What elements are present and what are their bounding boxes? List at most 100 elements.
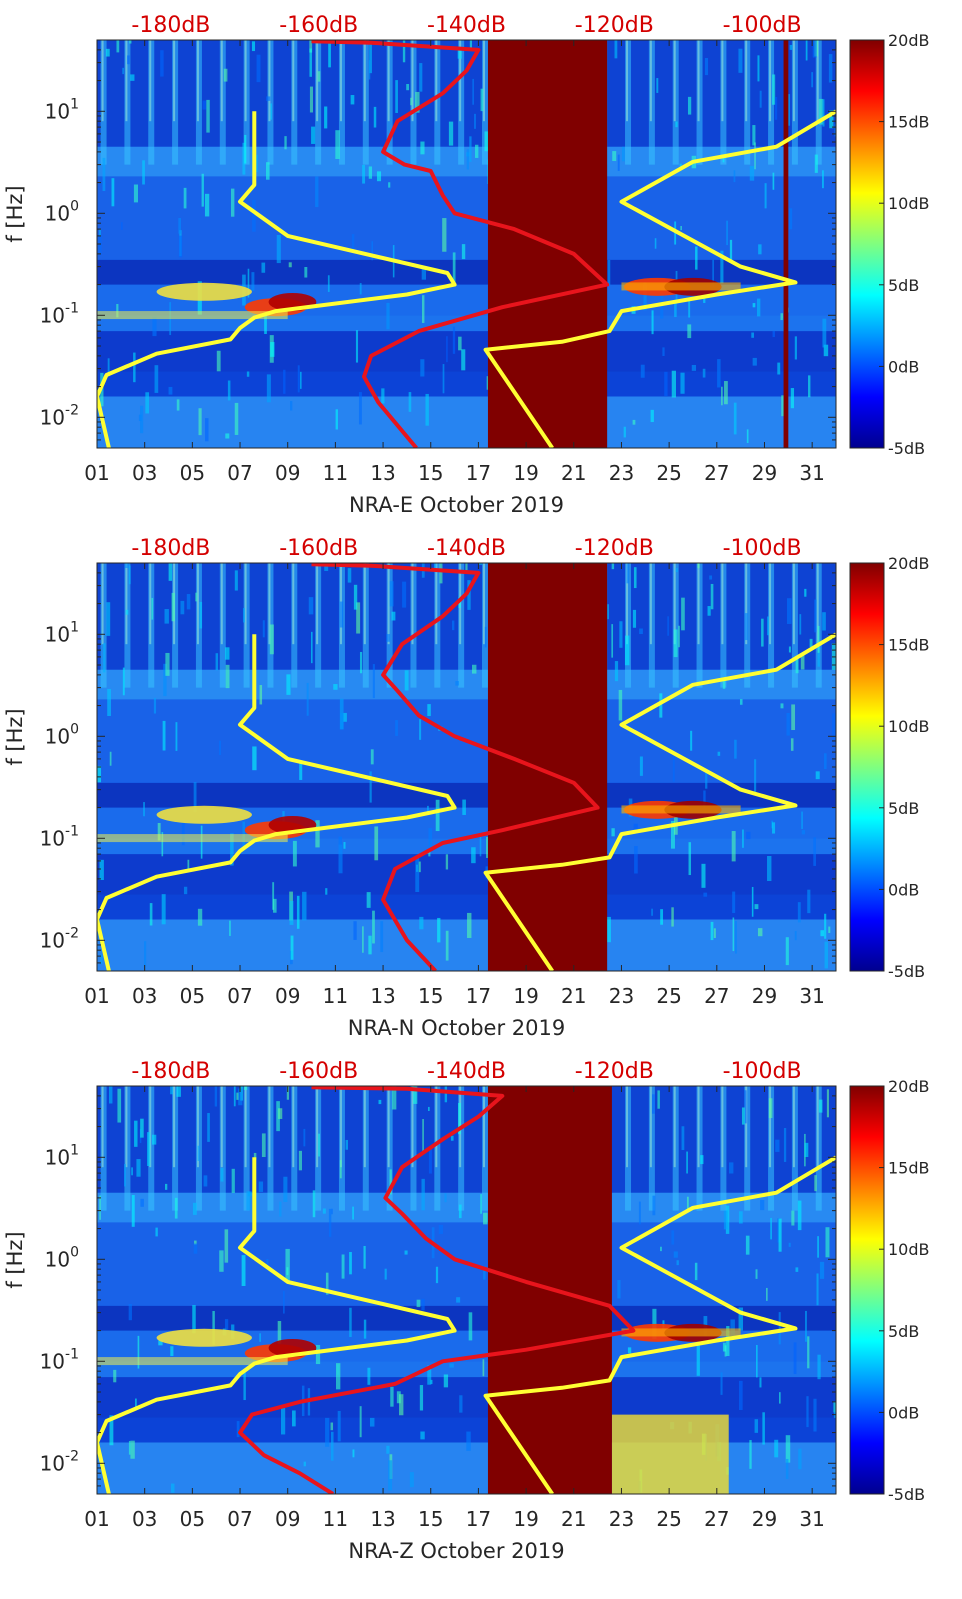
x-tick-label: 15 [418, 984, 443, 1008]
top-axis-tick-label: -120dB [575, 536, 654, 561]
x-tick-label: 11 [323, 461, 348, 485]
series-line-2 [311, 563, 600, 971]
top-axis-tick-label: -140dB [427, 1059, 506, 1084]
y-tick-label: 10-2 [40, 925, 79, 952]
x-tick-label: 19 [513, 461, 538, 485]
y-tick-label: 10-1 [40, 823, 79, 850]
series-line-0 [97, 634, 457, 971]
y-tick-label: 100 [45, 1244, 79, 1271]
x-tick-label: 05 [180, 1507, 205, 1531]
top-axis-tick-label: -120dB [575, 1059, 654, 1084]
colorbar-tick-label: -5dB [888, 962, 925, 981]
data-gap-0 [487, 563, 608, 971]
x-tick-label: 17 [466, 461, 491, 485]
y-axis-label: f [Hz] [3, 708, 27, 765]
x-tick-label: 23 [609, 984, 634, 1008]
x-tick-label: 01 [84, 1507, 109, 1531]
x-tick-label: 25 [656, 461, 681, 485]
x-tick-label: 13 [370, 984, 395, 1008]
top-axis-tick-label: -100dB [723, 13, 802, 38]
x-tick-label: 09 [275, 1507, 300, 1531]
x-tick-label: 09 [275, 984, 300, 1008]
x-tick-label: 19 [513, 1507, 538, 1531]
x-tick-label: 31 [799, 984, 824, 1008]
top-axis-tick-label: -180dB [131, 536, 210, 561]
top-axis-tick-label: -100dB [723, 536, 802, 561]
x-tick-label: 01 [84, 461, 109, 485]
x-tick-label: 21 [561, 984, 586, 1008]
x-tick-label: 07 [227, 984, 252, 1008]
colorbar-tick-label: 20dB [888, 554, 930, 573]
colorbar-tick-label: 5dB [888, 799, 919, 818]
top-axis-tick-label: -160dB [279, 13, 358, 38]
x-tick-label: 29 [752, 461, 777, 485]
top-axis-tick-label: -160dB [279, 1059, 358, 1084]
y-tick-label: 10-2 [40, 1448, 79, 1475]
x-tick-label: 31 [799, 461, 824, 485]
y-tick-label: 10-1 [40, 300, 79, 327]
colorbar-tick-label: 10dB [888, 717, 930, 736]
x-tick-label: 21 [561, 461, 586, 485]
top-axis-tick-label: -120dB [575, 13, 654, 38]
y-tick-label: 100 [45, 198, 79, 225]
series-line-0 [97, 111, 457, 448]
colorbar-tick-label: 15dB [888, 113, 930, 132]
colorbar-tick-label: 0dB [888, 880, 919, 899]
x-tick-label: 21 [561, 1507, 586, 1531]
top-axis-tick-label: -140dB [427, 13, 506, 38]
y-tick-label: 100 [45, 721, 79, 748]
colorbar [849, 1085, 885, 1495]
panel-nra-z: 01 03 05 07 09 11 13 15 17 19 21 23 25 27 29 31 NRA-Z Oc… [3, 1059, 930, 1563]
colorbar-tick-label: -5dB [888, 1485, 925, 1504]
x-tick-label: 23 [609, 1507, 634, 1531]
colorbar-tick-label: 10dB [888, 194, 930, 213]
x-tick-label: 27 [704, 984, 729, 1008]
x-tick-label: 31 [799, 1507, 824, 1531]
colorbar-tick-label: 20dB [888, 31, 930, 50]
top-axis-tick-label: -180dB [131, 1059, 210, 1084]
x-tick-label: 01 [84, 984, 109, 1008]
x-tick-label: 03 [132, 461, 157, 485]
y-axis-label: f [Hz] [3, 185, 27, 242]
x-tick-label: 23 [609, 461, 634, 485]
x-tick-label: 05 [180, 984, 205, 1008]
x-tick-label: 29 [752, 984, 777, 1008]
x-tick-label: 19 [513, 984, 538, 1008]
top-axis-tick-label: -160dB [279, 536, 358, 561]
x-tick-label: 15 [418, 1507, 443, 1531]
colorbar-tick-label: 0dB [888, 1403, 919, 1422]
colorbar-tick-label: 15dB [888, 636, 930, 655]
colorbar-tick-label: 20dB [888, 1077, 930, 1096]
x-tick-label: 17 [466, 984, 491, 1008]
colorbar-tick-label: 0dB [888, 357, 919, 376]
x-tick-label: 29 [752, 1507, 777, 1531]
x-tick-label: 11 [323, 984, 348, 1008]
colorbar-tick-label: -5dB [888, 439, 925, 458]
top-axis-tick-label: -100dB [723, 1059, 802, 1084]
x-tick-label: 07 [227, 461, 252, 485]
y-tick-label: 10-2 [40, 402, 79, 429]
x-tick-label: 15 [418, 461, 443, 485]
x-tick-label: 13 [370, 1507, 395, 1531]
x-axis-label: NRA-Z October 2019 [348, 1539, 564, 1563]
colorbar-tick-label: 10dB [888, 1240, 930, 1259]
x-tick-label: 13 [370, 461, 395, 485]
x-tick-label: 07 [227, 1507, 252, 1531]
colorbar [849, 39, 885, 449]
spectrogram-image [97, 563, 836, 971]
spectrogram-image [97, 40, 836, 448]
series-line-2 [311, 40, 610, 448]
series-line-1 [483, 1155, 836, 1494]
y-tick-label: 101 [45, 1142, 79, 1169]
x-axis-label: NRA-N October 2019 [348, 1016, 565, 1040]
x-tick-label: 17 [466, 1507, 491, 1531]
y-tick-label: 101 [45, 619, 79, 646]
x-tick-label: 03 [132, 1507, 157, 1531]
x-axis-label: NRA-E October 2019 [349, 493, 564, 517]
x-tick-label: 09 [275, 461, 300, 485]
colorbar-tick-label: 15dB [888, 1159, 930, 1178]
series-line-2 [238, 1086, 636, 1494]
series-line-1 [483, 109, 836, 448]
x-tick-label: 25 [656, 1507, 681, 1531]
